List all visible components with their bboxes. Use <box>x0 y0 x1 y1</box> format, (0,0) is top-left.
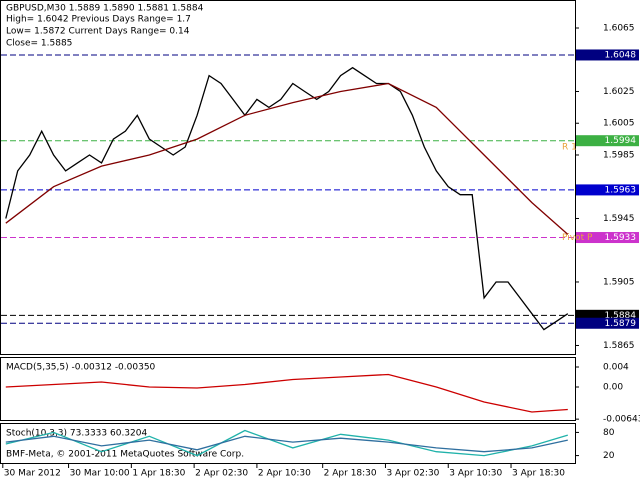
x-tick-label: 30 Mar 2012 <box>4 469 61 479</box>
main-panel <box>0 0 576 355</box>
header-line: Close= 1.5885 <box>6 39 72 49</box>
series-line <box>5 435 568 453</box>
level-label-bg <box>576 232 639 244</box>
level-label-bg <box>576 317 639 329</box>
header-line: GBPUSD,M30 1.5889 1.5890 1.5881 1.5884 <box>6 4 204 14</box>
level-label-bg <box>576 135 639 147</box>
level-label: 1.6048 <box>605 50 637 60</box>
header-line: High= 1.6042 Previous Days Range= 1.7 <box>6 15 191 25</box>
y-tick-label: 1.6065 <box>603 23 635 33</box>
x-tick-label: 3 Apr 18:30 <box>512 469 565 479</box>
annotation: Pivot P <box>562 233 593 243</box>
x-tick-label: 2 Apr 18:30 <box>324 469 377 479</box>
y-tick-label: 1.5905 <box>603 277 635 287</box>
x-tick-label: 30 Mar 10:00 <box>70 469 130 479</box>
stoch-panel <box>0 423 576 464</box>
y-tick-label: 1.6025 <box>603 87 635 97</box>
footer: BMF-Meta, © 2001-2011 MetaQuotes Softwar… <box>6 450 244 460</box>
level-label: 1.5879 <box>605 319 637 329</box>
level-label: 1.5994 <box>605 136 637 146</box>
level-label-bg <box>576 309 639 321</box>
series-line <box>5 82 569 235</box>
y-tick-label: 1.6005 <box>603 119 635 129</box>
level-label-bg <box>576 49 639 61</box>
y-tick-label: 80 <box>603 428 615 438</box>
level-label-bg <box>576 184 639 196</box>
y-tick-label: 1.5945 <box>603 214 635 224</box>
macd-panel <box>0 357 576 421</box>
series-line <box>5 66 569 331</box>
x-tick-label: 1 Apr 18:30 <box>132 469 185 479</box>
x-tick-label: 2 Apr 02:30 <box>195 469 248 479</box>
level-label: 1.5884 <box>605 311 637 321</box>
y-tick-label: 1.5985 <box>603 150 635 160</box>
level-label: 1.5963 <box>605 185 637 195</box>
y-tick-label: -0.00643 <box>603 415 640 425</box>
header-line: Low= 1.5872 Current Days Range= 0.14 <box>6 27 190 37</box>
series-line <box>5 429 568 457</box>
y-tick-label: 1.5865 <box>603 341 635 351</box>
panel-title: Stoch(10,3,3) 73.3333 60.3204 <box>6 429 147 439</box>
x-tick-label: 3 Apr 02:30 <box>386 469 439 479</box>
x-tick-label: 2 Apr 10:30 <box>258 469 311 479</box>
annotation: R 1 <box>562 143 577 153</box>
series-line <box>5 373 568 413</box>
x-tick-label: 3 Apr 10:30 <box>449 469 502 479</box>
y-tick-label: 20 <box>603 451 615 461</box>
y-tick-label: 0.004 <box>603 363 629 373</box>
level-label: 1.5933 <box>605 233 637 243</box>
y-tick-label: 0.00 <box>603 383 623 393</box>
panel-title: MACD(5,35,5) -0.00312 -0.00350 <box>6 363 156 373</box>
